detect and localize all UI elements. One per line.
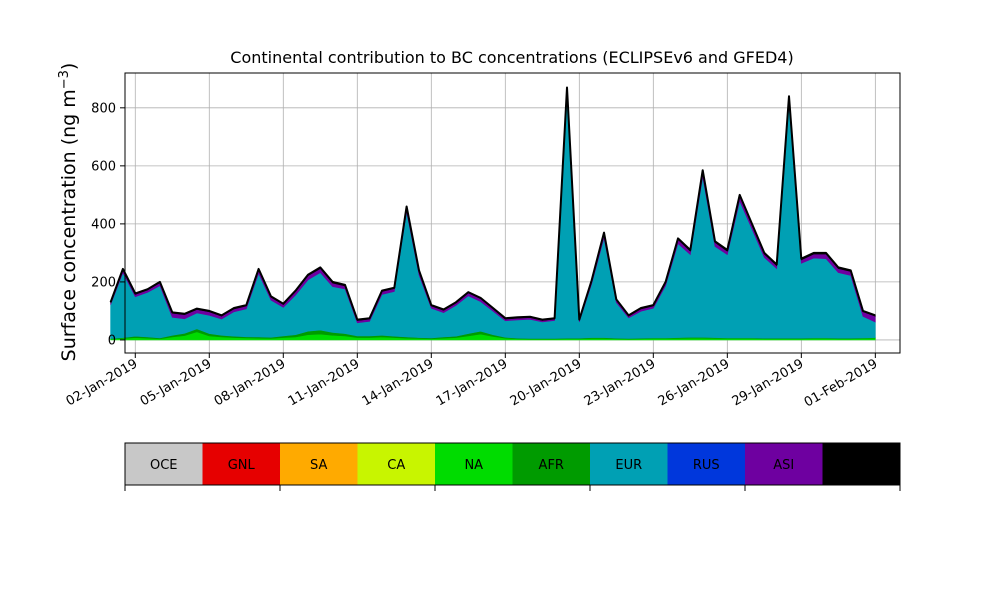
legend-label: RUS <box>693 458 720 473</box>
legend-swatch-afr <box>512 443 590 485</box>
x-tick-label: 14-Jan-2019 <box>360 356 437 409</box>
chart-title: Continental contribution to BC concentra… <box>230 48 793 67</box>
legend-swatch-eur <box>590 443 668 485</box>
legend-label: SA <box>310 458 327 473</box>
x-tick-label: 11-Jan-2019 <box>286 356 363 409</box>
area-eur <box>110 92 876 339</box>
y-tick-label: 400 <box>91 217 116 232</box>
y-axis-label: Surface concentration (ng m−3) <box>57 63 80 362</box>
x-tick-label: 23-Jan-2019 <box>582 356 659 409</box>
y-axis-label-unit: −3 <box>57 70 72 89</box>
legend-swatch-gnl <box>202 443 280 485</box>
legend-swatch-asi <box>745 443 823 485</box>
legend-swatch-aus <box>822 443 900 485</box>
legend-swatch-sa <box>280 443 358 485</box>
x-tick-label: 08-Jan-2019 <box>212 356 289 409</box>
x-tick-label: 02-Jan-2019 <box>64 356 141 409</box>
legend-label: ASI <box>773 458 794 473</box>
legend-label: AFR <box>539 458 564 473</box>
x-tick-label: 20-Jan-2019 <box>508 356 585 409</box>
x-tick-label: 29-Jan-2019 <box>730 356 807 409</box>
legend-swatch-rus <box>667 443 745 485</box>
legend-swatch-na <box>435 443 513 485</box>
x-tick-label: 26-Jan-2019 <box>656 356 733 409</box>
legend-swatch-oce <box>125 443 203 485</box>
stacked-areas <box>109 86 876 341</box>
plot-frame <box>124 72 901 354</box>
y-tick-label: 200 <box>91 275 116 290</box>
y-tick-label: 800 <box>91 101 116 116</box>
legend-swatch-ca <box>357 443 435 485</box>
axes: 0 200 400 600 800 02-Jan-201905-Jan-201908-Ja… <box>64 72 901 410</box>
legend-label: CA <box>387 458 405 473</box>
y-tick-label: 0 <box>108 333 116 348</box>
x-tick-label: 05-Jan-2019 <box>138 356 215 409</box>
legend-label: GNL <box>228 458 256 473</box>
legend-colorbar: OCE GNL SA CA NA AFR EUR RUS ASI AUS <box>124 442 901 491</box>
legend-label: AUS <box>848 458 875 473</box>
legend-label: OCE <box>150 458 178 473</box>
y-tick-label: 600 <box>91 159 116 174</box>
total-line <box>109 86 876 321</box>
x-tick-label: 17-Jan-2019 <box>434 356 511 409</box>
legend-label: EUR <box>615 458 642 473</box>
x-tick-label: 01-Feb-2019 <box>802 356 881 410</box>
legend-label: NA <box>464 458 483 473</box>
legend-frame <box>124 442 901 486</box>
